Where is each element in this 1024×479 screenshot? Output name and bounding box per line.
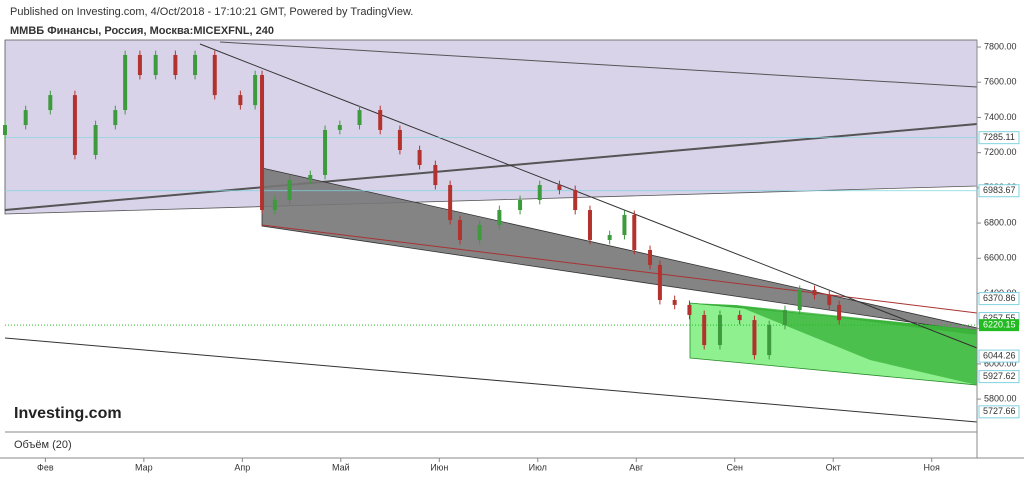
candle-body — [260, 75, 265, 211]
y-tick-label: 6800.00 — [984, 217, 1017, 227]
candle-body — [378, 110, 383, 130]
y-tick-label: 5800.00 — [984, 393, 1017, 403]
candle-body — [72, 95, 77, 155]
candle-body — [573, 189, 578, 211]
price-tag: 6044.26 — [983, 350, 1016, 360]
candle-body — [457, 220, 462, 240]
price-tag: 6257.55 — [983, 313, 1016, 323]
candle-body — [357, 110, 362, 126]
candle-body — [253, 75, 258, 106]
x-tick-label: Сен — [726, 462, 743, 472]
candle-body — [448, 185, 453, 221]
candle-body — [827, 295, 832, 305]
candle-body — [3, 125, 7, 136]
candle-body — [782, 310, 787, 325]
candle-body — [238, 95, 243, 106]
last-price-label: 6220.15 — [983, 320, 1016, 330]
y-tick-label: 6000.00 — [984, 358, 1017, 368]
price-tag-box — [978, 405, 1020, 419]
candle-body — [433, 164, 438, 186]
candle-body — [193, 54, 198, 76]
y-tick-label: 7600.00 — [984, 77, 1017, 87]
candle-body — [153, 54, 158, 76]
price-tag-box — [978, 349, 1020, 363]
x-tick-label: Фев — [37, 462, 54, 472]
y-tick-label: 6600.00 — [984, 253, 1017, 263]
price-tag-box — [978, 131, 1020, 145]
candle-body — [587, 210, 592, 240]
candle-body — [632, 214, 637, 250]
y-tick-label: 7200.00 — [984, 147, 1017, 157]
x-tick-label: Апр — [234, 462, 250, 472]
y-tick-label: 7400.00 — [984, 112, 1017, 122]
price-tag: 6983.67 — [983, 185, 1016, 195]
candle-body — [607, 235, 612, 240]
candle-body — [123, 54, 128, 111]
x-tick-label: Ноя — [924, 462, 941, 472]
candle-body — [717, 314, 722, 346]
last-price-box — [979, 319, 1019, 332]
candle-body — [737, 314, 742, 321]
volume-label: Объём (20) — [14, 439, 72, 451]
x-tick-label: Июн — [430, 462, 448, 472]
candle-body — [48, 95, 53, 111]
candle-body — [272, 200, 277, 211]
candle-body — [687, 304, 692, 315]
drawings — [4, 39, 978, 423]
candle-body — [812, 289, 817, 296]
candle-body — [417, 150, 422, 165]
candle-body — [477, 224, 482, 240]
candle-body — [767, 324, 772, 356]
x-tick-label: Июл — [529, 462, 547, 472]
candle-body — [752, 320, 757, 356]
price-tag-box — [978, 370, 1020, 384]
x-tick-label: Окт — [826, 462, 841, 472]
candle-body — [557, 185, 562, 190]
candle-body — [93, 125, 98, 155]
candle-body — [287, 179, 292, 201]
candle-body — [702, 314, 707, 346]
candle-body — [212, 54, 217, 96]
candle-body — [308, 175, 313, 180]
price-tag: 5927.62 — [983, 371, 1016, 381]
candle-body — [837, 304, 842, 321]
candle-body — [797, 289, 802, 311]
candle-body — [113, 110, 118, 126]
candle-body — [137, 54, 142, 76]
price-tag-box — [978, 292, 1020, 306]
candle-body — [657, 264, 662, 300]
header: Published on Investing.com, 4/Oct/2018 -… — [10, 6, 413, 18]
candle-body — [337, 125, 342, 130]
candle-body — [648, 249, 653, 265]
x-tick-label: Авг — [629, 462, 644, 472]
logo: Investing.com — [14, 405, 122, 422]
candle-body — [672, 299, 677, 305]
candle-body — [497, 210, 502, 225]
candle-body — [622, 214, 627, 236]
price-tag: 6370.86 — [983, 293, 1016, 303]
y-tick-label: 7800.00 — [984, 41, 1017, 51]
x-tick-label: Май — [332, 462, 350, 472]
candle-body — [323, 129, 328, 176]
price-tag: 7285.11 — [983, 132, 1015, 142]
candle-body — [173, 54, 178, 76]
price-tag-box — [978, 184, 1020, 198]
x-tick-label: Мар — [135, 462, 153, 472]
chart-title: ММВБ Финансы, Россия, Москва:MICEXFNL, 2… — [10, 25, 274, 37]
price-tag: 5727.66 — [983, 406, 1016, 416]
candle-body — [23, 110, 28, 126]
candle-body — [518, 200, 523, 211]
candle-body — [537, 185, 542, 201]
candle-body — [397, 129, 402, 151]
